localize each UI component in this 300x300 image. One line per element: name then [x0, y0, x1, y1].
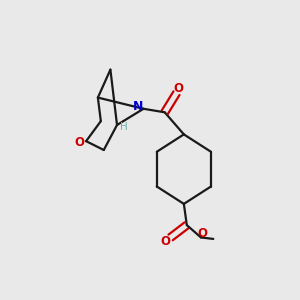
Text: O: O: [160, 236, 170, 248]
Text: O: O: [173, 82, 183, 95]
Text: O: O: [197, 227, 207, 240]
Text: H: H: [120, 122, 128, 132]
Text: O: O: [75, 136, 85, 149]
Text: N: N: [133, 100, 143, 113]
